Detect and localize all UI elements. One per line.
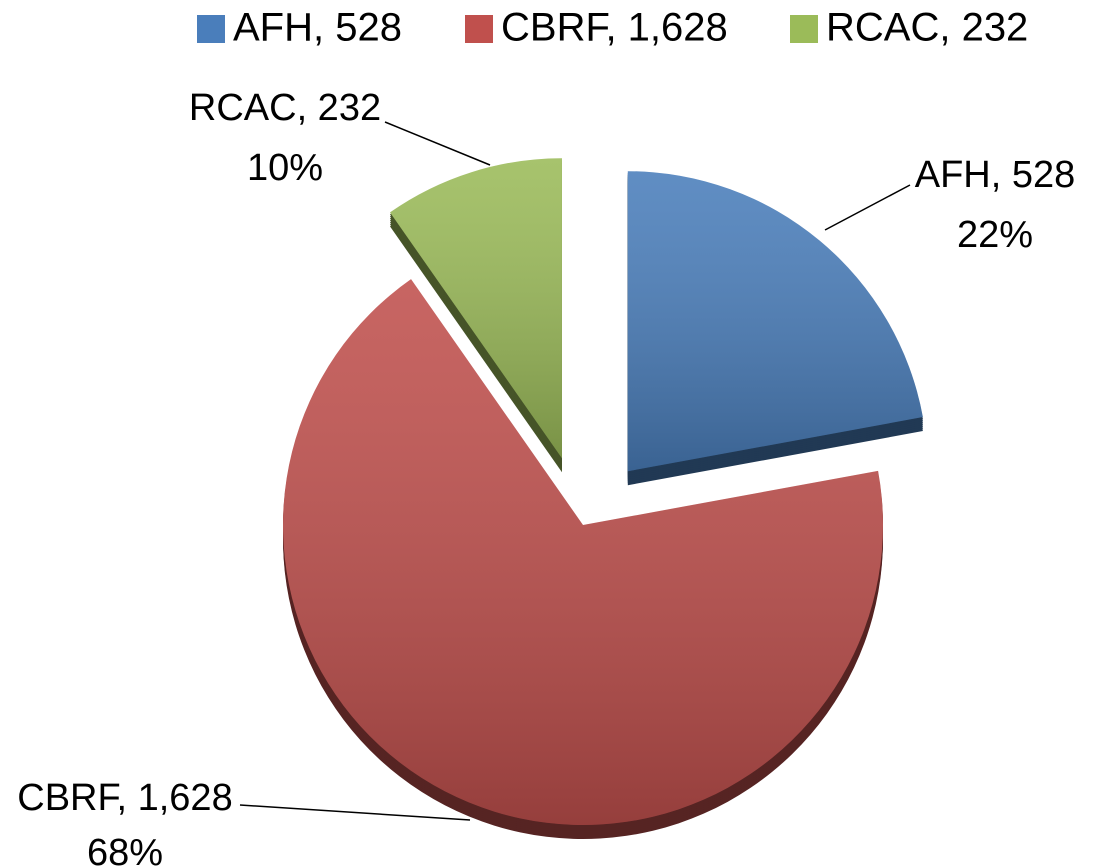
- slice-shade: [390, 158, 562, 459]
- percent-label: 68%: [87, 832, 163, 868]
- leader-line: [384, 121, 491, 166]
- percent-label: 10%: [247, 147, 323, 189]
- legend-swatch: [790, 15, 818, 43]
- percent-label: 22%: [957, 214, 1033, 256]
- legend-label: AFH, 528: [233, 6, 402, 50]
- slice-shade: [283, 279, 883, 826]
- leader-line: [824, 184, 911, 231]
- legend-label: RCAC, 232: [826, 6, 1028, 50]
- data-label: AFH, 528: [915, 154, 1076, 196]
- legend-swatch: [197, 15, 225, 43]
- data-label: CBRF, 1,628: [17, 777, 232, 819]
- legend-label: CBRF, 1,628: [501, 6, 728, 50]
- legend-swatch: [465, 15, 493, 43]
- data-label: RCAC, 232: [189, 87, 381, 129]
- slice-shade: [627, 171, 923, 472]
- leader-line: [239, 804, 471, 821]
